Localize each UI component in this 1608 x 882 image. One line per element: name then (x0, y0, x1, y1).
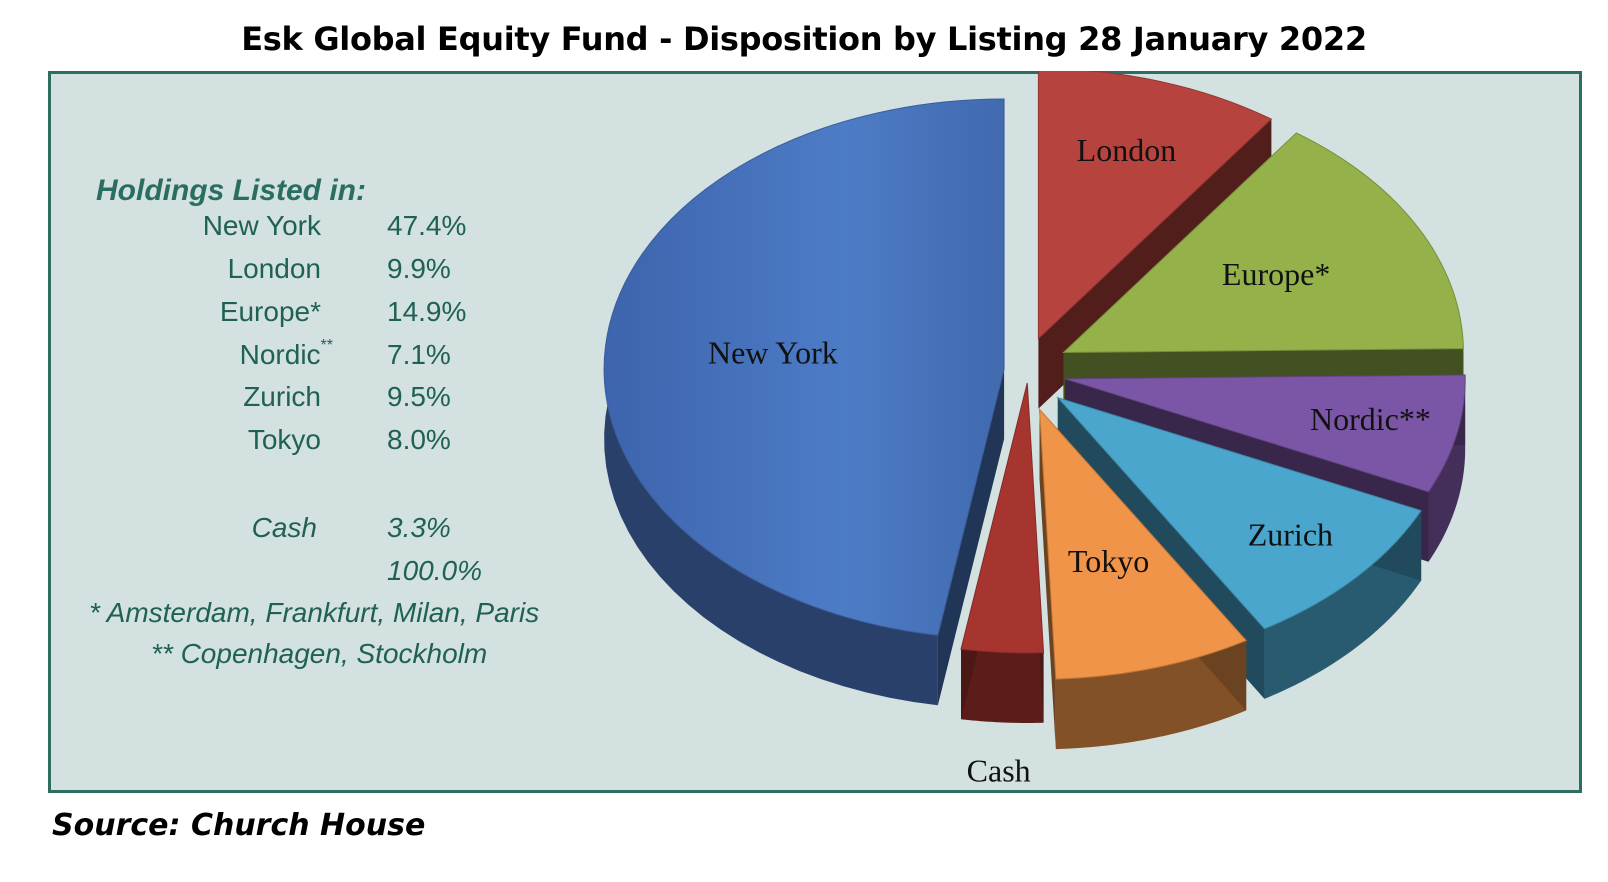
pie-label-tokyo: Tokyo (1068, 543, 1149, 579)
legend-row-tokyo: Tokyo 8.0% (51, 424, 651, 460)
legend-row-europe: Europe* 14.9% (51, 296, 651, 332)
pie-slice-side (1428, 375, 1466, 562)
pie-slice-tokyo (1038, 407, 1248, 750)
pie-label-new-york: New York (708, 334, 838, 370)
legend-row-cash: Cash 3.3% (51, 512, 651, 548)
legend-name: Zurich (243, 381, 321, 412)
legend-row-new-york: New York 47.4% (51, 210, 651, 246)
pie-label-zurich: Zurich (1248, 516, 1333, 552)
legend-pct: 9.5% (387, 381, 451, 412)
legend-name: Tokyo (247, 424, 321, 455)
legend-name: Cash (251, 512, 317, 543)
pie-slice-cash (960, 382, 1045, 723)
legend-pct: 47.4% (387, 210, 467, 241)
legend-name: Europe* (219, 296, 321, 327)
legend-name: Nordic** (239, 336, 333, 371)
legend-pct: 7.1% (387, 339, 451, 370)
pie-slice-top (1038, 407, 1248, 680)
pie-slice-side (961, 649, 1044, 723)
pie-slice-side (1055, 640, 1247, 750)
legend-row-total: 100.0% (51, 555, 651, 591)
footnote-europe: * Amsterdam, Frankfurt, Milan, Paris (89, 597, 540, 628)
footnote-nordic: ** Copenhagen, Stockholm (151, 638, 488, 669)
pie-label-europe: Europe* (1222, 256, 1330, 292)
pie-label-london: London (1077, 132, 1177, 168)
legend-pct: 8.0% (387, 424, 451, 455)
pie-slice-top (1065, 374, 1466, 493)
legend-pct: 3.3% (387, 512, 451, 543)
pie-slice-new-york (603, 98, 1005, 706)
legend-row-london: London 9.9% (51, 253, 651, 289)
legend-total: 100.0% (387, 555, 482, 586)
pie-slice-edge (1039, 409, 1056, 750)
legend-name-text: Nordic (239, 339, 321, 370)
legend-row-nordic: Nordic** 7.1% (51, 336, 651, 375)
pie-slice-top (1062, 132, 1464, 353)
legend-pct: 9.9% (387, 253, 451, 284)
pie-slice-top (1037, 71, 1273, 340)
pie-label-nordic: Nordic** (1310, 401, 1431, 437)
legend-name: London (227, 253, 321, 284)
legend-footnote-mark: ** (320, 336, 333, 354)
pie-label-cash: Cash (967, 753, 1031, 789)
pie-slice-top (1056, 396, 1422, 630)
pie-slice-top (960, 382, 1045, 654)
chart-title: Esk Global Equity Fund - Disposition by … (241, 20, 1367, 58)
pie-slice-edge (937, 369, 1005, 706)
pie-slice-london (1037, 71, 1273, 409)
source-note: Source: Church House (52, 808, 426, 843)
pie-chart: London Europe* New York Nordic** Zurich Tokyo… (603, 71, 1466, 789)
legend-pct: 14.9% (387, 296, 467, 327)
holdings-title: Holdings Listed in: (96, 174, 366, 207)
holdings-legend: Holdings Listed in: New York 47.4% Londo… (51, 74, 671, 774)
pie-slice-top (603, 98, 1005, 636)
legend-row-zurich: Zurich 9.5% (51, 381, 651, 417)
legend-name: New York (202, 210, 321, 241)
